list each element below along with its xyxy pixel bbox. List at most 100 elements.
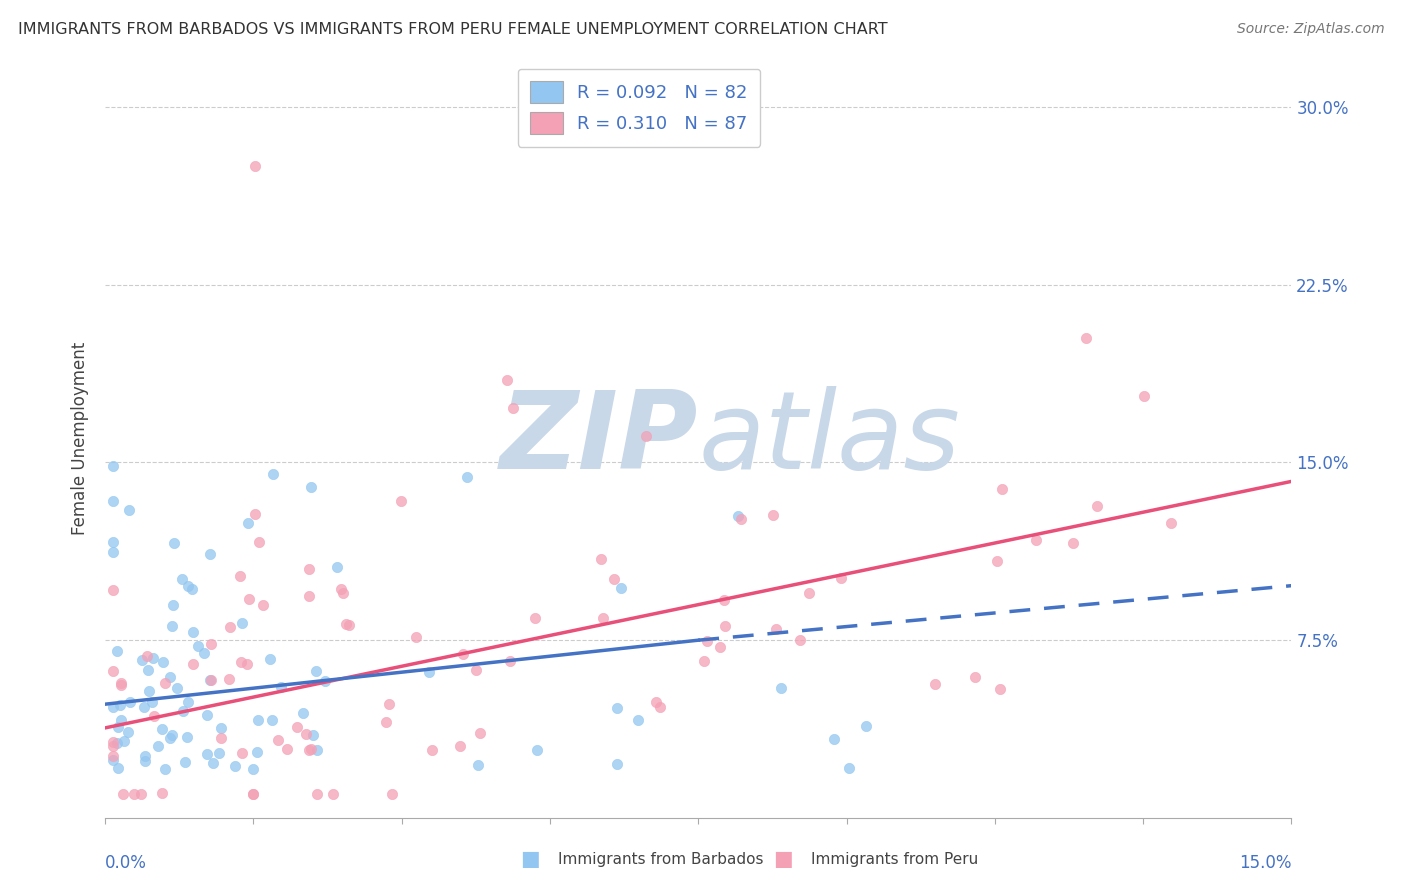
Point bbox=[260, 713, 283, 727]
Point bbox=[762, 508, 785, 523]
Point bbox=[285, 720, 308, 734]
Point bbox=[181, 582, 204, 596]
Point bbox=[335, 617, 357, 632]
Point bbox=[990, 682, 1012, 697]
Point bbox=[650, 700, 672, 714]
Point bbox=[1025, 533, 1047, 547]
Point bbox=[838, 761, 860, 775]
Point bbox=[1085, 499, 1108, 513]
Point bbox=[467, 758, 489, 772]
Point bbox=[231, 655, 253, 669]
Point bbox=[453, 647, 475, 661]
Point bbox=[418, 665, 440, 679]
Point bbox=[129, 787, 152, 801]
Point bbox=[245, 508, 267, 522]
Text: IMMIGRANTS FROM BARBADOS VS IMMIGRANTS FROM PERU FEMALE UNEMPLOYMENT CORRELATION: IMMIGRANTS FROM BARBADOS VS IMMIGRANTS F… bbox=[18, 22, 889, 37]
Point bbox=[449, 739, 471, 753]
Point bbox=[181, 657, 204, 671]
Point bbox=[314, 674, 336, 689]
Point bbox=[101, 664, 124, 678]
Point bbox=[298, 743, 321, 757]
Point bbox=[713, 593, 735, 607]
Point bbox=[181, 624, 204, 639]
Point bbox=[200, 547, 222, 561]
Point bbox=[141, 695, 163, 709]
Point bbox=[270, 680, 292, 694]
Point bbox=[152, 722, 174, 736]
Point bbox=[105, 736, 128, 750]
Point bbox=[219, 620, 242, 634]
Point bbox=[634, 428, 657, 442]
Point bbox=[193, 646, 215, 660]
Point bbox=[259, 651, 281, 665]
Y-axis label: Female Unemployment: Female Unemployment bbox=[72, 343, 89, 535]
Point bbox=[523, 610, 546, 624]
Point bbox=[200, 673, 222, 687]
Point bbox=[152, 655, 174, 669]
Point bbox=[456, 470, 478, 484]
Point bbox=[307, 787, 329, 801]
Point bbox=[177, 579, 200, 593]
Point bbox=[267, 733, 290, 747]
Point bbox=[209, 731, 232, 746]
Point bbox=[200, 637, 222, 651]
Point bbox=[606, 757, 628, 772]
Point bbox=[326, 560, 349, 574]
Point bbox=[153, 762, 176, 776]
Legend: R = 0.092   N = 82, R = 0.310   N = 87: R = 0.092 N = 82, R = 0.310 N = 87 bbox=[517, 69, 761, 147]
Point bbox=[830, 571, 852, 585]
Point bbox=[696, 634, 718, 648]
Point bbox=[963, 670, 986, 684]
Point bbox=[305, 743, 328, 757]
Point bbox=[111, 787, 134, 801]
Point bbox=[110, 676, 132, 690]
Point bbox=[242, 787, 264, 801]
Point bbox=[162, 619, 184, 633]
Point bbox=[117, 724, 139, 739]
Point bbox=[1133, 389, 1156, 403]
Point bbox=[605, 701, 627, 715]
Point bbox=[381, 787, 404, 801]
Point bbox=[322, 787, 344, 801]
Point bbox=[160, 728, 183, 742]
Point bbox=[765, 622, 787, 636]
Point bbox=[603, 572, 626, 586]
Point bbox=[142, 709, 165, 723]
Point bbox=[105, 644, 128, 658]
Point bbox=[332, 586, 354, 600]
Point bbox=[299, 480, 322, 494]
Point bbox=[120, 695, 142, 709]
Point bbox=[238, 592, 260, 607]
Point bbox=[592, 611, 614, 625]
Point bbox=[101, 545, 124, 559]
Point bbox=[112, 734, 135, 748]
Point bbox=[924, 677, 946, 691]
Point bbox=[236, 516, 259, 530]
Point bbox=[195, 708, 218, 723]
Point bbox=[110, 678, 132, 692]
Point bbox=[101, 753, 124, 767]
Point bbox=[299, 742, 322, 756]
Point bbox=[107, 761, 129, 775]
Point bbox=[330, 582, 353, 597]
Point bbox=[245, 159, 267, 173]
Point bbox=[166, 681, 188, 695]
Point bbox=[1160, 516, 1182, 530]
Text: 0.0%: 0.0% bbox=[105, 854, 148, 871]
Point bbox=[142, 651, 165, 665]
Point bbox=[247, 714, 270, 728]
Point bbox=[499, 654, 522, 668]
Text: 15.0%: 15.0% bbox=[1239, 854, 1291, 871]
Point bbox=[986, 553, 1008, 567]
Point bbox=[242, 787, 264, 801]
Point bbox=[235, 657, 257, 672]
Point bbox=[378, 697, 401, 711]
Text: ZIP: ZIP bbox=[501, 385, 699, 491]
Point bbox=[174, 755, 197, 769]
Point bbox=[470, 726, 492, 740]
Point bbox=[291, 706, 314, 721]
Point bbox=[991, 482, 1014, 496]
Point bbox=[224, 759, 246, 773]
Point bbox=[626, 713, 648, 727]
Point bbox=[375, 715, 398, 730]
